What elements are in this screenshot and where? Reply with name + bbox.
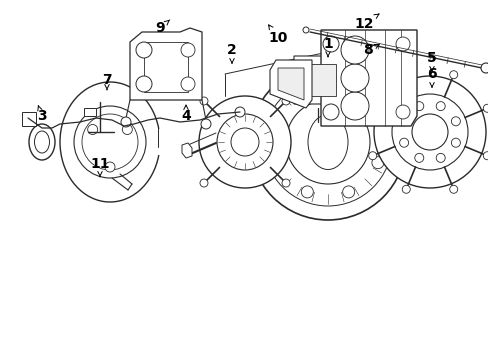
Circle shape (82, 114, 138, 170)
Polygon shape (182, 143, 192, 158)
Circle shape (200, 179, 207, 187)
Circle shape (411, 114, 447, 150)
Polygon shape (84, 108, 96, 116)
Circle shape (414, 153, 423, 162)
Circle shape (482, 104, 488, 112)
Circle shape (482, 152, 488, 160)
Circle shape (340, 64, 368, 92)
Polygon shape (320, 30, 416, 126)
Circle shape (105, 162, 115, 172)
Circle shape (122, 125, 132, 135)
Circle shape (450, 117, 459, 126)
Text: 10: 10 (268, 25, 287, 45)
Text: 6: 6 (427, 67, 436, 87)
Circle shape (200, 97, 207, 105)
Circle shape (395, 105, 409, 119)
Circle shape (249, 64, 405, 220)
Ellipse shape (29, 124, 55, 160)
Circle shape (342, 86, 354, 98)
Text: 5: 5 (426, 51, 436, 71)
Polygon shape (401, 48, 413, 54)
Circle shape (121, 117, 131, 127)
Circle shape (371, 157, 383, 169)
Polygon shape (130, 28, 202, 100)
Text: 11: 11 (90, 157, 109, 177)
Circle shape (323, 104, 338, 120)
Circle shape (271, 115, 284, 127)
Circle shape (402, 185, 409, 193)
Polygon shape (299, 64, 335, 96)
Circle shape (371, 115, 383, 127)
Circle shape (399, 138, 408, 147)
Circle shape (340, 36, 368, 64)
Text: 8: 8 (363, 43, 378, 57)
Text: 1: 1 (323, 37, 332, 57)
Text: 7: 7 (102, 73, 112, 90)
Circle shape (368, 152, 376, 160)
Circle shape (271, 157, 284, 169)
Circle shape (24, 114, 32, 122)
Ellipse shape (307, 114, 347, 170)
Circle shape (435, 102, 444, 111)
Polygon shape (143, 42, 187, 92)
Circle shape (282, 97, 289, 105)
Circle shape (450, 138, 459, 147)
Text: 2: 2 (226, 43, 236, 63)
Circle shape (87, 125, 98, 135)
Circle shape (391, 94, 467, 170)
Text: 3: 3 (37, 106, 47, 123)
Circle shape (230, 128, 259, 156)
Circle shape (285, 100, 369, 184)
Circle shape (323, 36, 338, 52)
Text: 9: 9 (155, 20, 169, 35)
Circle shape (449, 71, 457, 79)
Circle shape (74, 106, 146, 178)
Circle shape (368, 104, 376, 112)
Circle shape (373, 76, 485, 188)
Circle shape (402, 71, 409, 79)
Circle shape (136, 42, 152, 58)
Circle shape (342, 186, 354, 198)
Polygon shape (278, 68, 304, 100)
Circle shape (235, 107, 244, 117)
Circle shape (435, 153, 444, 162)
Circle shape (201, 119, 210, 129)
Circle shape (480, 63, 488, 73)
Circle shape (449, 185, 457, 193)
Polygon shape (269, 60, 311, 108)
Ellipse shape (35, 131, 49, 153)
Polygon shape (293, 56, 341, 104)
Circle shape (282, 179, 289, 187)
Circle shape (264, 78, 391, 206)
Circle shape (395, 37, 409, 51)
Circle shape (217, 114, 272, 170)
Circle shape (301, 186, 313, 198)
Text: 4: 4 (181, 105, 190, 123)
Circle shape (340, 92, 368, 120)
Circle shape (301, 86, 313, 98)
Polygon shape (22, 112, 36, 126)
Circle shape (136, 76, 152, 92)
Circle shape (199, 96, 290, 188)
Circle shape (414, 102, 423, 111)
Circle shape (181, 43, 195, 57)
Circle shape (303, 27, 308, 33)
Circle shape (399, 117, 408, 126)
Text: 12: 12 (353, 14, 378, 31)
Circle shape (181, 77, 195, 91)
